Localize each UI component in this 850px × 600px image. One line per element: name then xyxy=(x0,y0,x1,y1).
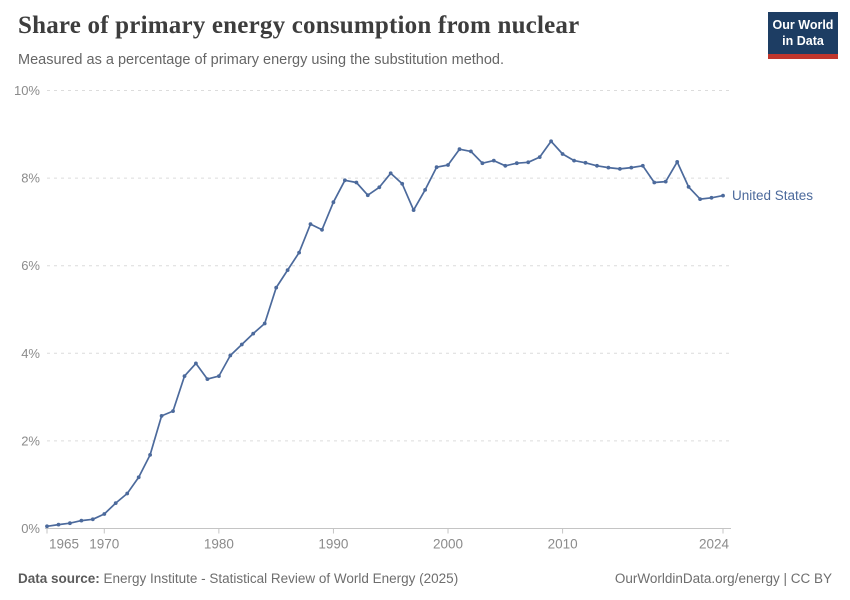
x-tick-label: 1970 xyxy=(89,537,119,552)
data-point-marker[interactable] xyxy=(537,155,542,160)
data-point-marker[interactable] xyxy=(217,374,221,378)
data-point-marker[interactable] xyxy=(663,179,668,184)
data-point-marker[interactable] xyxy=(606,165,611,170)
data-point-marker[interactable] xyxy=(572,158,576,163)
data-point-marker[interactable] xyxy=(549,139,553,144)
data-point-marker[interactable] xyxy=(400,181,405,186)
data-point-marker[interactable] xyxy=(457,147,462,152)
data-point-marker[interactable] xyxy=(698,197,702,202)
y-tick-label: 8% xyxy=(21,171,40,186)
data-point-marker[interactable] xyxy=(503,163,508,168)
data-point-marker[interactable] xyxy=(721,193,725,198)
data-point-marker[interactable] xyxy=(125,491,130,496)
data-point-marker[interactable] xyxy=(205,377,210,381)
data-point-marker[interactable] xyxy=(331,200,336,205)
data-point-marker[interactable] xyxy=(434,165,439,170)
data-point-marker[interactable] xyxy=(239,342,244,347)
data-point-marker[interactable] xyxy=(491,158,496,163)
data-point-marker[interactable] xyxy=(514,161,519,166)
data-point-marker[interactable] xyxy=(377,185,382,190)
x-tick-label: 1990 xyxy=(318,537,348,552)
data-source-text: Energy Institute - Statistical Review of… xyxy=(99,571,459,586)
data-point-marker[interactable] xyxy=(583,160,588,165)
data-point-marker[interactable] xyxy=(365,193,370,198)
data-point-marker[interactable] xyxy=(618,167,622,171)
data-point-marker[interactable] xyxy=(343,178,347,183)
data-point-marker[interactable] xyxy=(274,285,279,290)
series-end-label[interactable]: United States xyxy=(732,188,813,203)
data-point-marker[interactable] xyxy=(595,163,599,168)
data-point-marker[interactable] xyxy=(194,361,198,366)
data-point-marker[interactable] xyxy=(686,185,691,189)
data-point-marker[interactable] xyxy=(526,160,531,165)
data-point-marker[interactable] xyxy=(320,227,324,232)
data-point-marker[interactable] xyxy=(469,149,473,154)
data-point-marker[interactable] xyxy=(560,152,565,156)
data-source-label: Data source: xyxy=(18,571,100,586)
data-point-marker[interactable] xyxy=(56,522,61,527)
owid-logo-text: Our World in Data xyxy=(768,12,838,54)
data-point-marker[interactable] xyxy=(45,524,49,529)
data-point-marker[interactable] xyxy=(629,165,634,170)
data-point-marker[interactable] xyxy=(68,521,72,526)
data-point-marker[interactable] xyxy=(171,409,175,413)
y-tick-label: 0% xyxy=(21,521,40,536)
data-point-marker[interactable] xyxy=(480,161,485,166)
x-tick-label: 2010 xyxy=(548,537,578,552)
data-point-marker[interactable] xyxy=(354,180,359,185)
data-point-marker[interactable] xyxy=(675,160,680,164)
data-point-marker[interactable] xyxy=(388,171,393,176)
owid-logo-redbar xyxy=(768,54,838,59)
data-point-marker[interactable] xyxy=(148,453,153,457)
data-point-marker[interactable] xyxy=(251,331,256,336)
data-point-marker[interactable] xyxy=(423,188,427,192)
data-source-note: Data source: Energy Institute - Statisti… xyxy=(18,571,458,586)
x-tick-label: 2024 xyxy=(699,537,730,552)
owid-logo[interactable]: Our World in Data xyxy=(768,12,838,59)
data-point-marker[interactable] xyxy=(90,517,95,522)
series-line[interactable] xyxy=(46,140,724,528)
data-point-marker[interactable] xyxy=(79,518,84,523)
data-point-marker[interactable] xyxy=(113,501,118,505)
data-point-marker[interactable] xyxy=(709,195,714,200)
data-point-marker[interactable] xyxy=(640,163,645,168)
x-tick-label: 2000 xyxy=(433,537,463,552)
chart-subtitle: Measured as a percentage of primary ener… xyxy=(18,52,505,68)
data-point-marker[interactable] xyxy=(182,374,187,378)
x-tick-label: 1965 xyxy=(49,537,79,552)
data-point-marker[interactable] xyxy=(297,250,301,255)
data-point-marker[interactable] xyxy=(652,180,657,185)
data-point-marker[interactable] xyxy=(228,353,233,358)
chart-title: Share of primary energy consumption from… xyxy=(18,12,580,39)
data-point-marker[interactable] xyxy=(159,414,164,418)
y-tick-label: 10% xyxy=(14,83,40,98)
y-tick-label: 6% xyxy=(21,258,40,273)
data-point-marker[interactable] xyxy=(136,475,141,480)
data-point-marker[interactable] xyxy=(446,163,450,167)
data-point-marker[interactable] xyxy=(102,512,107,516)
y-tick-label: 4% xyxy=(21,346,40,361)
data-point-marker[interactable] xyxy=(411,208,416,213)
y-tick-label: 2% xyxy=(21,433,40,448)
x-tick-label: 1980 xyxy=(204,537,234,552)
data-point-marker[interactable] xyxy=(262,321,267,326)
chart-footer: Data source: Energy Institute - Statisti… xyxy=(18,571,832,586)
data-point-marker[interactable] xyxy=(308,222,313,227)
owid-url-cc-link[interactable]: OurWorldinData.org/energy | CC BY xyxy=(614,571,832,586)
data-point-marker[interactable] xyxy=(285,268,290,272)
